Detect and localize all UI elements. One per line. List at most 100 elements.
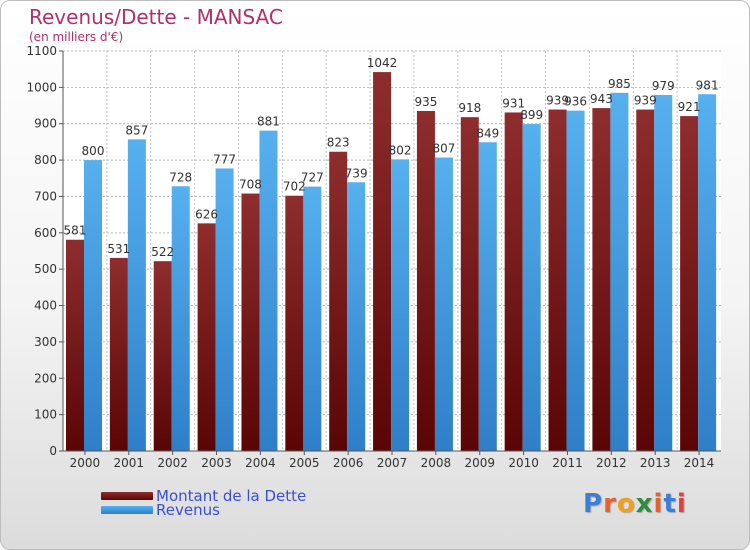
y-tick-label: 1000	[26, 80, 57, 94]
legend-label-revenus: Revenus	[156, 501, 220, 519]
data-label-dette: 943	[590, 92, 613, 106]
y-tick-label: 100	[34, 408, 57, 422]
logo-letter: t	[663, 489, 677, 519]
bar-dette	[548, 109, 567, 451]
logo-letter: P	[583, 489, 604, 519]
data-label-dette: 581	[64, 224, 87, 238]
bar-dette	[504, 112, 523, 452]
bar-revenus	[84, 160, 102, 451]
logo-letter: x	[635, 489, 654, 519]
chart-subtitle: (en milliers d'€)	[29, 30, 124, 44]
y-tick-label: 600	[34, 226, 57, 240]
bar-revenus	[303, 186, 322, 452]
data-label-dette: 939	[634, 94, 657, 108]
x-tick-label: 2005	[289, 456, 320, 470]
bar-dette	[153, 261, 172, 451]
data-label-dette: 626	[195, 207, 218, 221]
y-tick-label: 200	[34, 371, 57, 385]
data-label-revenus: 727	[301, 171, 324, 185]
logo-letter: o	[616, 489, 636, 519]
data-label-revenus: 985	[608, 77, 631, 91]
axes: 0 100 200 300 400 500 600 700 800 900 1000 1100 2000…	[26, 44, 721, 470]
data-label-revenus: 777	[213, 152, 236, 166]
chart-title: Revenus/Dette - MANSAC	[29, 5, 283, 29]
y-tick-label: 300	[34, 335, 57, 349]
bar-revenus	[522, 124, 541, 451]
x-tick-label: 2009	[464, 456, 495, 470]
bars	[66, 72, 717, 452]
logo-letter: i	[653, 489, 664, 519]
x-tick-label: 2006	[333, 456, 364, 470]
x-tick-label: 2014	[684, 456, 715, 470]
y-tick-label: 900	[34, 117, 57, 131]
bar-revenus	[127, 139, 146, 451]
data-label-revenus: 807	[432, 142, 455, 156]
y-tick-label: 1100	[26, 44, 57, 58]
bar-revenus	[610, 92, 629, 452]
legend-item-revenus: Revenus	[101, 501, 220, 519]
x-tick-label: 2000	[70, 456, 101, 470]
x-tick-label: 2012	[596, 456, 627, 470]
bar-dette	[636, 109, 655, 451]
bar-dette	[460, 117, 479, 451]
data-label-dette: 918	[458, 101, 481, 115]
proxiti-logo: Proxiti	[583, 489, 687, 519]
bar-dette	[416, 111, 435, 451]
data-label-revenus: 981	[696, 78, 719, 92]
bar-revenus	[347, 182, 366, 452]
x-tick-label: 2004	[245, 456, 276, 470]
y-tick-label: 400	[34, 299, 57, 313]
bar-revenus	[698, 94, 717, 451]
bar-dette	[680, 116, 699, 451]
logo-letter: i	[676, 489, 687, 519]
data-label-revenus: 800	[82, 144, 105, 158]
bar-dette	[66, 239, 84, 451]
data-label-dette: 935	[414, 95, 437, 109]
y-tick-label: 700	[34, 189, 57, 203]
legend-swatch-dette	[101, 492, 153, 500]
x-tick-label: 2010	[508, 456, 539, 470]
data-label-revenus: 979	[652, 79, 675, 93]
data-label-revenus: 936	[564, 95, 587, 109]
data-label-revenus: 849	[476, 126, 499, 140]
bar-dette	[373, 72, 392, 451]
bar-revenus	[391, 159, 410, 451]
data-label-dette: 531	[107, 242, 130, 256]
x-tick-label: 2002	[157, 456, 188, 470]
bar-dette	[197, 223, 216, 451]
bar-revenus	[259, 130, 278, 452]
legend-swatch-revenus	[101, 506, 153, 514]
data-label-dette: 931	[502, 96, 525, 110]
legend-item-dette: Montant de la Dette	[101, 487, 307, 505]
bar-dette	[329, 151, 348, 451]
x-tick-label: 2008	[421, 456, 452, 470]
x-tick-label: 2011	[552, 456, 583, 470]
y-tick-label: 0	[49, 444, 57, 458]
data-label-revenus: 728	[169, 170, 192, 184]
bar-revenus	[434, 157, 453, 451]
data-label-dette: 522	[151, 245, 174, 259]
bar-revenus	[215, 168, 234, 452]
data-label-dette: 921	[678, 100, 701, 114]
data-label-dette: 939	[546, 94, 569, 108]
x-tick-label: 2001	[114, 456, 145, 470]
legend-label-dette: Montant de la Dette	[156, 487, 307, 505]
x-tick-label: 2013	[640, 456, 671, 470]
data-label-dette: 708	[239, 178, 262, 192]
data-label-dette: 1042	[367, 56, 398, 70]
y-tick-label: 500	[34, 262, 57, 276]
data-label-dette: 823	[327, 136, 350, 150]
x-tick-label: 2003	[201, 456, 232, 470]
bar-dette	[592, 108, 611, 451]
data-label-revenus: 881	[257, 115, 280, 129]
logo-letter: r	[603, 489, 617, 519]
bar-dette	[109, 257, 128, 451]
bar-revenus	[478, 142, 497, 452]
bar-dette	[241, 193, 260, 451]
data-label-revenus: 802	[389, 143, 412, 157]
bar-revenus	[171, 186, 190, 452]
bar-dette	[285, 195, 304, 451]
x-tick-label: 2007	[377, 456, 408, 470]
